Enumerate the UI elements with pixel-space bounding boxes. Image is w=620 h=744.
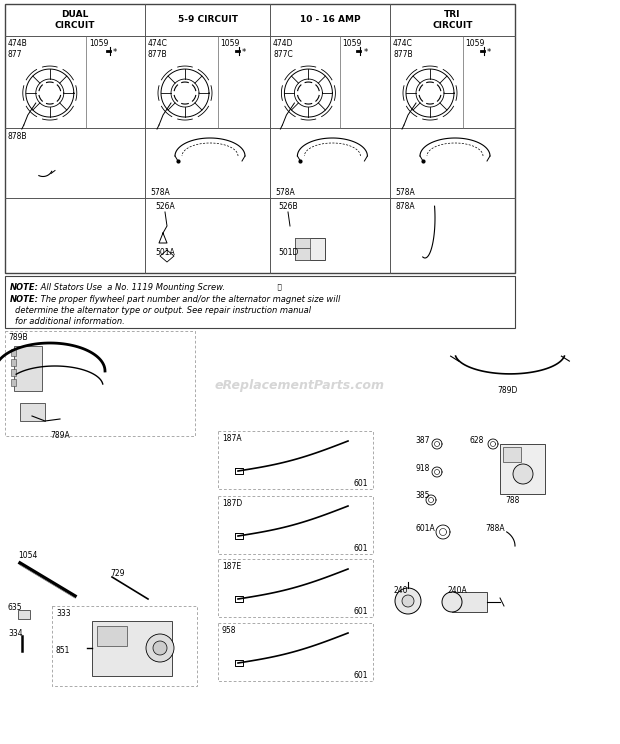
Text: 10 - 16 AMP: 10 - 16 AMP bbox=[299, 16, 360, 25]
Text: 918: 918 bbox=[415, 464, 430, 473]
Text: determine the alternator type or output. See repair instruction manual: determine the alternator type or output.… bbox=[15, 306, 311, 315]
Text: TRI
CIRCUIT: TRI CIRCUIT bbox=[432, 10, 472, 30]
Text: All Stators Use  a No. 1119 Mounting Screw.: All Stators Use a No. 1119 Mounting Scre… bbox=[38, 283, 225, 292]
Text: 187E: 187E bbox=[222, 562, 241, 571]
Text: 1059: 1059 bbox=[89, 39, 108, 48]
Text: 387: 387 bbox=[415, 436, 430, 445]
Text: 789B: 789B bbox=[8, 333, 28, 342]
Text: for additional information.: for additional information. bbox=[15, 317, 125, 326]
Text: 526A: 526A bbox=[155, 202, 175, 211]
Text: The proper flywheel part number and/or the alternator magnet size will: The proper flywheel part number and/or t… bbox=[38, 295, 340, 304]
Bar bbox=[5, 276, 515, 328]
Circle shape bbox=[153, 641, 167, 655]
Bar bbox=[218, 559, 373, 617]
Text: 240: 240 bbox=[393, 586, 407, 595]
Circle shape bbox=[513, 464, 533, 484]
Bar bbox=[92, 621, 172, 676]
Text: 385: 385 bbox=[415, 491, 430, 500]
Bar bbox=[218, 496, 373, 554]
Text: 601: 601 bbox=[353, 479, 368, 488]
Text: 877B: 877B bbox=[393, 50, 413, 59]
Circle shape bbox=[146, 634, 174, 662]
Text: 1059: 1059 bbox=[343, 39, 362, 48]
Text: 187D: 187D bbox=[222, 499, 242, 508]
Text: 474C: 474C bbox=[393, 39, 413, 48]
Text: 1059: 1059 bbox=[221, 39, 240, 48]
Bar bbox=[11, 349, 16, 356]
Text: *: * bbox=[487, 48, 491, 57]
Text: 788: 788 bbox=[505, 496, 520, 505]
Text: 240A: 240A bbox=[447, 586, 467, 595]
Text: 601: 601 bbox=[353, 544, 368, 553]
Text: 877: 877 bbox=[8, 50, 22, 59]
Bar bbox=[97, 626, 127, 646]
Bar bbox=[218, 431, 373, 489]
Text: 578A: 578A bbox=[395, 188, 415, 197]
Bar bbox=[218, 623, 373, 681]
Text: 1054: 1054 bbox=[18, 551, 37, 560]
Text: 878A: 878A bbox=[395, 202, 415, 211]
Bar bbox=[5, 4, 515, 273]
Text: 501D: 501D bbox=[278, 248, 298, 257]
Bar bbox=[11, 379, 16, 386]
Text: 789A: 789A bbox=[50, 431, 70, 440]
Bar bbox=[500, 444, 545, 494]
Text: 474B: 474B bbox=[8, 39, 28, 48]
Text: 789D: 789D bbox=[497, 386, 517, 395]
Text: 958: 958 bbox=[222, 626, 236, 635]
Bar bbox=[295, 238, 325, 260]
Bar bbox=[503, 447, 521, 462]
Text: 635: 635 bbox=[8, 603, 22, 612]
Text: 333: 333 bbox=[56, 609, 71, 618]
Bar bbox=[52, 606, 197, 686]
Text: NOTE:: NOTE: bbox=[10, 283, 39, 292]
Text: 851: 851 bbox=[56, 646, 71, 655]
Bar bbox=[295, 238, 310, 248]
Circle shape bbox=[402, 595, 414, 607]
Circle shape bbox=[442, 592, 462, 612]
Text: 628: 628 bbox=[470, 436, 484, 445]
Text: *: * bbox=[113, 48, 117, 57]
Bar bbox=[452, 592, 487, 612]
Text: 187A: 187A bbox=[222, 434, 242, 443]
Text: 729: 729 bbox=[110, 569, 125, 578]
Text: 878B: 878B bbox=[8, 132, 27, 141]
Bar bbox=[11, 369, 16, 376]
Text: 1059: 1059 bbox=[466, 39, 485, 48]
Bar bbox=[18, 610, 30, 619]
Text: 877C: 877C bbox=[273, 50, 293, 59]
Text: 578A: 578A bbox=[275, 188, 294, 197]
Text: 788A: 788A bbox=[485, 524, 505, 533]
Bar bbox=[14, 346, 42, 391]
Text: 526B: 526B bbox=[278, 202, 298, 211]
Text: 474C: 474C bbox=[148, 39, 168, 48]
Text: 578A: 578A bbox=[150, 188, 170, 197]
Text: NOTE:: NOTE: bbox=[10, 295, 39, 304]
Text: 601: 601 bbox=[353, 671, 368, 680]
Text: eReplacementParts.com: eReplacementParts.com bbox=[215, 379, 385, 393]
Text: *: * bbox=[242, 48, 246, 57]
Bar bbox=[295, 248, 310, 260]
Circle shape bbox=[395, 588, 421, 614]
Text: 5-9 CIRCUIT: 5-9 CIRCUIT bbox=[177, 16, 237, 25]
Text: 877B: 877B bbox=[148, 50, 167, 59]
Text: 🔧: 🔧 bbox=[273, 283, 281, 289]
Text: 334: 334 bbox=[8, 629, 22, 638]
Text: 601A: 601A bbox=[415, 524, 435, 533]
Text: 474D: 474D bbox=[273, 39, 293, 48]
Text: *: * bbox=[363, 48, 368, 57]
Bar bbox=[11, 359, 16, 366]
Text: 601: 601 bbox=[353, 607, 368, 616]
Text: 501A: 501A bbox=[155, 248, 175, 257]
Text: DUAL
CIRCUIT: DUAL CIRCUIT bbox=[55, 10, 95, 30]
Bar bbox=[20, 403, 45, 421]
Bar bbox=[5, 331, 195, 436]
